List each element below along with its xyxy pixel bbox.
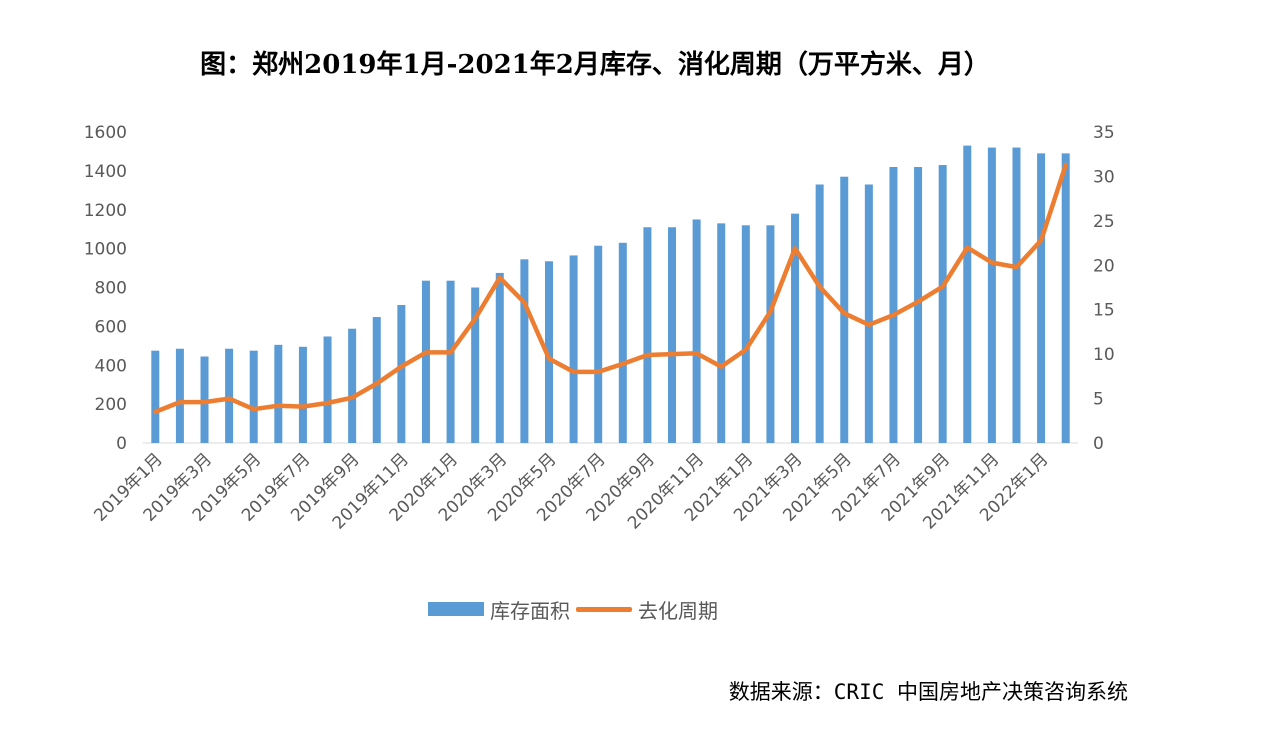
bar bbox=[298, 346, 307, 443]
bar bbox=[864, 184, 873, 443]
bar bbox=[840, 176, 849, 444]
y-left-tick-label: 400 bbox=[95, 356, 127, 376]
bar bbox=[594, 245, 603, 443]
y-left-tick-label: 1600 bbox=[84, 123, 127, 143]
bar bbox=[421, 280, 430, 443]
y-right-tick-label: 20 bbox=[1093, 256, 1115, 276]
bar bbox=[397, 304, 406, 443]
bar bbox=[151, 350, 160, 443]
chart-title: 图：郑州2019年1月-2021年2月库存、消化周期（万平方米、月） bbox=[200, 50, 990, 80]
chart-legend: 库存面积 去化周期 bbox=[428, 594, 718, 624]
y-right-tick-label: 15 bbox=[1093, 301, 1115, 321]
data-source: 数据来源：CRIC 中国房地产决策咨询系统 bbox=[728, 680, 1128, 704]
bar bbox=[889, 166, 898, 444]
bar bbox=[348, 328, 357, 443]
bar bbox=[471, 287, 480, 443]
bar bbox=[692, 219, 701, 443]
bar bbox=[643, 227, 652, 443]
y-right-tick-label: 25 bbox=[1093, 212, 1115, 232]
bar bbox=[1061, 153, 1070, 443]
y-right-tick-label: 30 bbox=[1093, 167, 1115, 187]
legend-item-line: 去化周期 bbox=[576, 595, 718, 624]
y-right-tick-label: 0 bbox=[1093, 434, 1104, 454]
bar bbox=[618, 242, 627, 443]
legend-item-bar: 库存面积 bbox=[428, 595, 570, 624]
bar bbox=[766, 225, 775, 443]
y-left-tick-label: 1400 bbox=[84, 162, 127, 182]
bar bbox=[569, 255, 578, 443]
bar bbox=[717, 223, 726, 443]
bar bbox=[495, 272, 504, 443]
bar bbox=[791, 213, 800, 443]
bar bbox=[249, 350, 258, 443]
bar bbox=[372, 317, 381, 443]
bar bbox=[323, 336, 332, 443]
y-left-tick-label: 600 bbox=[95, 317, 127, 337]
bar bbox=[520, 259, 529, 443]
y-left-tick-label: 200 bbox=[95, 395, 127, 415]
y-right-tick-label: 35 bbox=[1093, 123, 1115, 143]
bar bbox=[225, 348, 234, 443]
bar bbox=[914, 166, 923, 444]
line-series bbox=[153, 162, 1068, 415]
y-left-tick-label: 1000 bbox=[84, 240, 127, 260]
bar bbox=[200, 356, 209, 443]
y-right-tick-label: 10 bbox=[1093, 345, 1115, 365]
bar bbox=[815, 184, 824, 443]
bar bbox=[446, 280, 455, 443]
bar bbox=[1012, 147, 1021, 444]
bar bbox=[741, 225, 750, 443]
y-left-tick-label: 1200 bbox=[84, 201, 127, 221]
legend-swatch-line bbox=[576, 606, 632, 612]
bar bbox=[274, 344, 283, 443]
bar bbox=[668, 227, 677, 443]
y-left-tick-label: 0 bbox=[116, 434, 127, 454]
legend-label-bar: 库存面积 bbox=[490, 598, 570, 623]
legend-label-line: 去化周期 bbox=[638, 598, 718, 623]
bar bbox=[963, 145, 972, 443]
bar bbox=[987, 147, 996, 444]
bar bbox=[175, 348, 184, 443]
y-left-tick-label: 800 bbox=[95, 279, 127, 299]
bar bbox=[544, 261, 553, 443]
bar bbox=[938, 165, 947, 443]
legend-swatch-bar bbox=[428, 602, 484, 616]
bar bbox=[1037, 153, 1046, 443]
y-right-tick-label: 5 bbox=[1093, 390, 1104, 410]
